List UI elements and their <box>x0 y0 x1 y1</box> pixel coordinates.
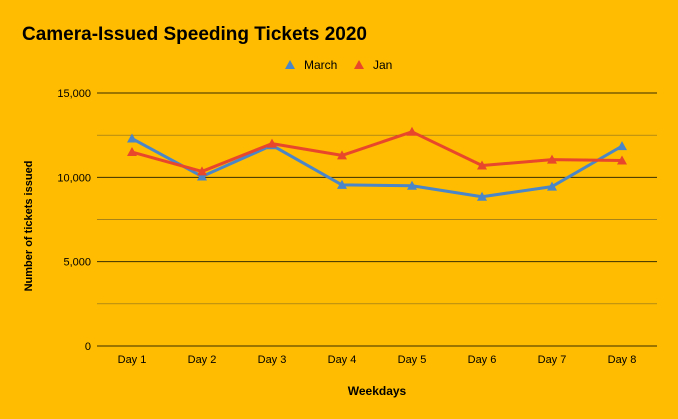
legend-label-march: March <box>304 58 337 72</box>
series-line-jan <box>130 130 624 173</box>
legend-label-jan: Jan <box>373 58 392 72</box>
series-points <box>127 126 627 201</box>
x-tick-label: Day 5 <box>398 354 427 366</box>
data-point-march-5 <box>407 180 417 190</box>
y-axis-ticks: 0 5,000 10,000 15,000 <box>57 88 91 353</box>
x-tick-label: Day 1 <box>118 354 147 366</box>
y-tick-label: 0 <box>85 341 91 353</box>
data-point-jan-1 <box>127 147 137 157</box>
data-point-march-6 <box>477 191 487 201</box>
series-line-march <box>130 137 624 199</box>
series-lines <box>130 130 624 199</box>
data-point-march-8 <box>617 141 627 151</box>
data-point-march-1 <box>127 133 137 143</box>
x-axis-label: Weekdays <box>348 384 407 398</box>
x-tick-label: Day 3 <box>258 354 287 366</box>
data-point-jan-6 <box>477 160 487 170</box>
data-point-march-7 <box>547 181 557 191</box>
x-tick-label: Day 7 <box>538 354 567 366</box>
y-axis-label: Number of tickets issued <box>23 161 35 292</box>
x-tick-label: Day 2 <box>188 354 217 366</box>
data-point-march-2 <box>197 171 207 181</box>
data-point-jan-7 <box>547 154 557 164</box>
data-point-jan-4 <box>337 150 347 160</box>
chart-title: Camera-Issued Speeding Tickets 2020 <box>22 24 367 45</box>
data-point-march-4 <box>337 179 347 189</box>
y-tick-label: 10,000 <box>57 172 91 184</box>
data-point-jan-8 <box>617 155 627 165</box>
x-tick-label: Day 6 <box>468 354 497 366</box>
x-tick-label: Day 8 <box>608 354 637 366</box>
gridlines <box>97 92 657 347</box>
legend: March Jan <box>285 58 392 72</box>
legend-marker-march <box>285 60 295 69</box>
data-point-jan-5 <box>407 126 417 136</box>
data-point-jan-2 <box>197 166 207 176</box>
x-axis-ticks: Day 1 Day 2 Day 3 Day 4 Day 5 Day 6 Day 7 Day 8 <box>118 354 637 366</box>
x-tick-label: Day 4 <box>328 354 357 366</box>
data-point-jan-3 <box>267 138 277 148</box>
legend-marker-jan <box>354 60 364 69</box>
y-tick-label: 5,000 <box>63 257 91 269</box>
y-tick-label: 15,000 <box>57 88 91 100</box>
